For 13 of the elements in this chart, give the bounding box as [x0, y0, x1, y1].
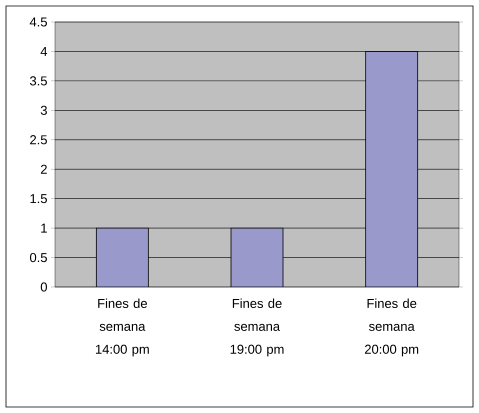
y-tick-label: 0.5 [30, 252, 47, 262]
y-tick-label: 2.5 [30, 135, 47, 144]
y-tick-label: 1.5 [30, 194, 47, 204]
category-label: Fines de semana 20:00 pm [364, 298, 418, 356]
y-tick-label: 4.5 [30, 17, 47, 27]
y-tick-label: 0 [40, 282, 47, 292]
category-label: Fines de semana 19:00 pm [230, 298, 284, 356]
y-tick-label: 3 [40, 106, 47, 115]
y-tick-label: 2 [40, 164, 47, 174]
y-tick-label: 4 [40, 46, 48, 56]
y-tick-label: 1 [41, 224, 47, 233]
category-label: Fines de semana 14:00 pm [96, 298, 149, 356]
y-tick-label: 3.5 [30, 76, 47, 86]
